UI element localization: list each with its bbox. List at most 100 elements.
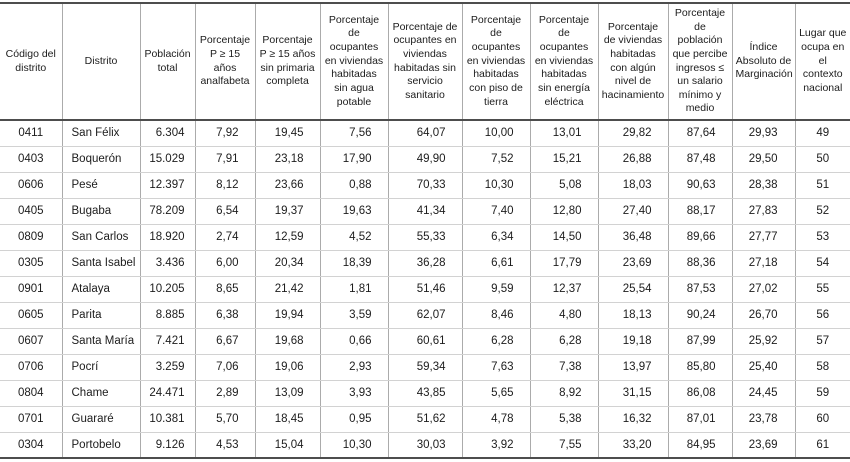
- cell-pct-ingresos: 84,95: [667, 432, 733, 459]
- cell-pct-sin-agua: 10,30: [319, 432, 389, 459]
- cell-lugar-nacional: 53: [794, 224, 850, 251]
- cell-codigo-distrito: 0606: [0, 172, 63, 199]
- cell-pct-sin-energia: 17,79: [529, 250, 599, 277]
- cell-codigo-distrito: 0403: [0, 146, 63, 173]
- cell-pct-piso-tierra: 5,65: [461, 380, 531, 407]
- cell-pct-sin-energia: 5,08: [529, 172, 599, 199]
- cell-pct-sin-sanitario: 55,33: [387, 224, 463, 251]
- cell-pct-hacinamiento: 18,13: [597, 302, 669, 329]
- cell-pct-sin-primaria: 21,42: [254, 276, 321, 303]
- cell-pct-sin-energia: 13,01: [529, 120, 599, 147]
- table-row: 0304 Portobelo 9.126 4,53 15,04 10,30 30,03 3,9…: [0, 432, 850, 459]
- cell-distrito: Atalaya: [61, 276, 141, 303]
- cell-pct-piso-tierra: 8,46: [461, 302, 531, 329]
- cell-distrito: Chame: [61, 380, 141, 407]
- cell-pct-analfabeta: 6,38: [194, 302, 256, 329]
- cell-distrito: San Félix: [61, 120, 141, 147]
- cell-pct-sin-agua: 0,66: [319, 328, 389, 355]
- header-row: Código del distrito Distrito Población tot…: [0, 3, 850, 122]
- cell-pct-piso-tierra: 10,00: [461, 120, 531, 147]
- cell-pct-analfabeta: 6,00: [194, 250, 256, 277]
- cell-codigo-distrito: 0607: [0, 328, 63, 355]
- column-header-lugar-nacional: Lugar que ocupa en el contexto nacional: [794, 3, 850, 122]
- cell-poblacion-total: 7.421: [139, 328, 196, 355]
- cell-pct-sin-primaria: 20,34: [254, 250, 321, 277]
- table-row: 0403 Boquerón 15.029 7,91 23,18 17,90 49,90 7,5…: [0, 146, 850, 173]
- cell-pct-sin-sanitario: 49,90: [387, 146, 463, 173]
- cell-pct-sin-primaria: 19,45: [254, 120, 321, 147]
- cell-pct-hacinamiento: 18,03: [597, 172, 669, 199]
- cell-pct-hacinamiento: 19,18: [597, 328, 669, 355]
- cell-pct-sin-primaria: 19,06: [254, 354, 321, 381]
- cell-poblacion-total: 3.259: [139, 354, 196, 381]
- cell-pct-sin-primaria: 23,18: [254, 146, 321, 173]
- cell-pct-sin-energia: 6,28: [529, 328, 599, 355]
- cell-poblacion-total: 12.397: [139, 172, 196, 199]
- cell-pct-hacinamiento: 36,48: [597, 224, 669, 251]
- cell-distrito: San Carlos: [61, 224, 141, 251]
- cell-pct-sin-agua: 4,52: [319, 224, 389, 251]
- cell-poblacion-total: 6.304: [139, 120, 196, 147]
- cell-codigo-distrito: 0701: [0, 406, 63, 433]
- cell-pct-sin-agua: 3,59: [319, 302, 389, 329]
- cell-codigo-distrito: 0304: [0, 432, 63, 459]
- cell-poblacion-total: 9.126: [139, 432, 196, 459]
- cell-lugar-nacional: 57: [794, 328, 850, 355]
- cell-pct-sin-sanitario: 51,46: [387, 276, 463, 303]
- cell-pct-sin-energia: 4,80: [529, 302, 599, 329]
- table-row: 0305 Santa Isabel 3.436 6,00 20,34 18,39 36,28…: [0, 250, 850, 277]
- column-header-pct-sin-primaria: Porcentaje P ≥ 15 años sin primaria comp…: [254, 3, 321, 122]
- cell-poblacion-total: 8.885: [139, 302, 196, 329]
- column-header-distrito: Distrito: [61, 3, 141, 122]
- cell-pct-analfabeta: 6,54: [194, 198, 256, 225]
- cell-indice-marginacion: 27,77: [731, 224, 796, 251]
- cell-indice-marginacion: 29,50: [731, 146, 796, 173]
- table-row: 0901 Atalaya 10.205 8,65 21,42 1,81 51,46 9,59 1…: [0, 276, 850, 303]
- cell-pct-ingresos: 90,24: [667, 302, 733, 329]
- cell-pct-sin-agua: 2,93: [319, 354, 389, 381]
- cell-pct-ingresos: 88,17: [667, 198, 733, 225]
- cell-poblacion-total: 15.029: [139, 146, 196, 173]
- cell-pct-hacinamiento: 29,82: [597, 120, 669, 147]
- cell-lugar-nacional: 61: [794, 432, 850, 459]
- column-header-pct-piso-tierra: Porcentaje de ocupantes en viviendas hab…: [461, 3, 531, 122]
- cell-codigo-distrito: 0305: [0, 250, 63, 277]
- cell-pct-sin-sanitario: 41,34: [387, 198, 463, 225]
- cell-pct-piso-tierra: 3,92: [461, 432, 531, 459]
- table-row: 0605 Parita 8.885 6,38 19,94 3,59 62,07 8,46 4,8…: [0, 302, 850, 329]
- cell-pct-sin-sanitario: 43,85: [387, 380, 463, 407]
- cell-pct-sin-sanitario: 64,07: [387, 120, 463, 147]
- cell-pct-sin-agua: 19,63: [319, 198, 389, 225]
- cell-indice-marginacion: 29,93: [731, 120, 796, 147]
- cell-pct-sin-sanitario: 62,07: [387, 302, 463, 329]
- cell-distrito: Guararé: [61, 406, 141, 433]
- column-header-pct-analfabeta: Porcentaje P ≥ 15 años analfabeta: [194, 3, 256, 122]
- cell-codigo-distrito: 0809: [0, 224, 63, 251]
- cell-pct-sin-primaria: 19,68: [254, 328, 321, 355]
- cell-pct-analfabeta: 7,06: [194, 354, 256, 381]
- cell-pct-ingresos: 87,53: [667, 276, 733, 303]
- cell-poblacion-total: 10.205: [139, 276, 196, 303]
- cell-pct-analfabeta: 8,12: [194, 172, 256, 199]
- cell-pct-sin-energia: 5,38: [529, 406, 599, 433]
- cell-pct-ingresos: 87,64: [667, 120, 733, 147]
- cell-pct-analfabeta: 7,92: [194, 120, 256, 147]
- cell-pct-piso-tierra: 6,61: [461, 250, 531, 277]
- cell-pct-sin-sanitario: 60,61: [387, 328, 463, 355]
- column-header-pct-ingresos: Porcentaje de población que percibe ingr…: [667, 3, 733, 122]
- cell-indice-marginacion: 27,18: [731, 250, 796, 277]
- column-header-pct-sin-agua: Porcentaje de ocupantes en viviendas hab…: [319, 3, 389, 122]
- cell-pct-piso-tierra: 7,52: [461, 146, 531, 173]
- table-row: 0405 Bugaba 78.209 6,54 19,37 19,63 41,34 7,40 1…: [0, 198, 850, 225]
- cell-pct-sin-agua: 0,95: [319, 406, 389, 433]
- cell-poblacion-total: 24.471: [139, 380, 196, 407]
- cell-pct-hacinamiento: 27,40: [597, 198, 669, 225]
- cell-indice-marginacion: 23,78: [731, 406, 796, 433]
- cell-lugar-nacional: 50: [794, 146, 850, 173]
- cell-pct-hacinamiento: 13,97: [597, 354, 669, 381]
- column-header-codigo-distrito: Código del distrito: [0, 3, 63, 122]
- cell-indice-marginacion: 28,38: [731, 172, 796, 199]
- column-header-pct-sin-energia: Porcentaje de ocupantes en viviendas hab…: [529, 3, 599, 122]
- cell-lugar-nacional: 54: [794, 250, 850, 277]
